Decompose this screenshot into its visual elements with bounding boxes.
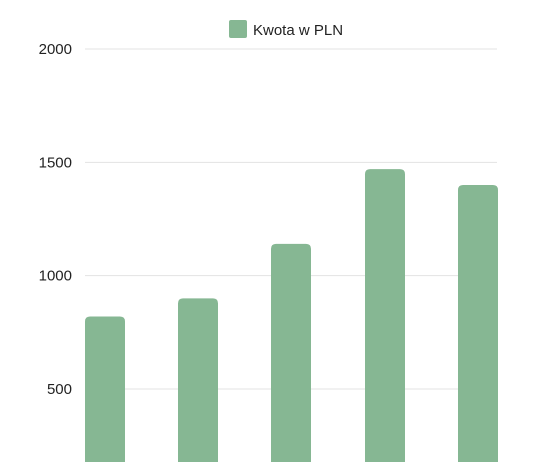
legend-label: Kwota w PLN <box>253 22 343 39</box>
y-tick-label: 500 <box>47 381 72 398</box>
legend-swatch <box>229 20 247 38</box>
bar-2 <box>178 298 218 462</box>
bar-1 <box>85 316 125 462</box>
y-tick-label: 2000 <box>39 41 72 58</box>
y-axis-ticks: 500 1000 1500 2000 <box>39 41 72 398</box>
bars <box>85 169 498 462</box>
bar-4 <box>365 169 405 462</box>
y-tick-label: 1500 <box>39 154 72 171</box>
y-tick-label: 1000 <box>39 268 72 285</box>
bar-5 <box>458 185 498 462</box>
bar-3 <box>271 243 311 462</box>
legend: Kwota w PLN <box>229 20 343 39</box>
